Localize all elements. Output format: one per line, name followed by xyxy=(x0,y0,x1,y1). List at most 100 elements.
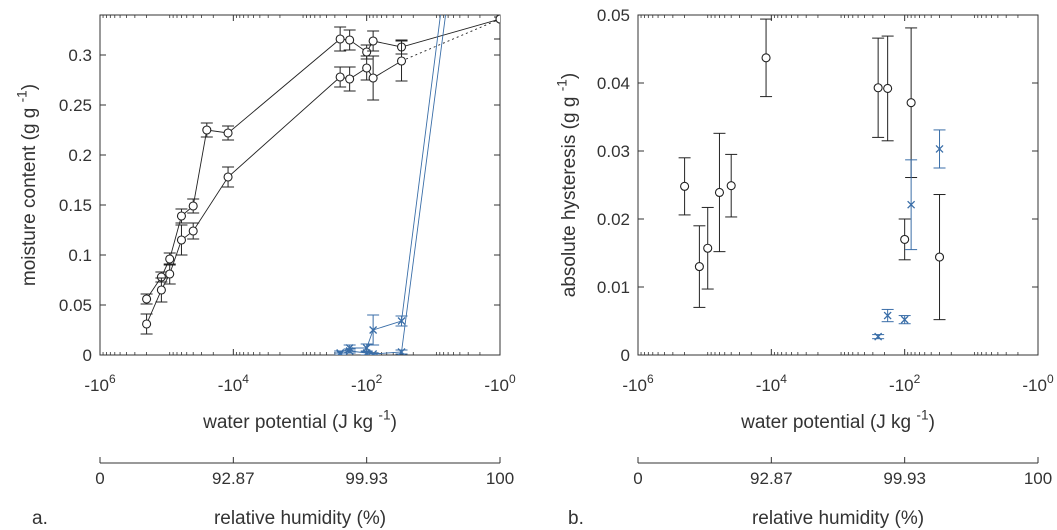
series-0 xyxy=(140,15,500,305)
data-point-circle xyxy=(906,98,916,108)
data-point-circle xyxy=(223,172,233,182)
data-point-circle xyxy=(883,83,893,93)
plot-area xyxy=(678,18,946,341)
data-point-cross xyxy=(397,348,406,355)
plot-frame xyxy=(99,14,501,356)
data-point-circle xyxy=(694,262,704,272)
series-line xyxy=(146,18,500,300)
data-point-circle xyxy=(726,181,736,191)
data-point-circle xyxy=(900,234,910,244)
data-point-cross xyxy=(907,200,916,209)
data-point-circle xyxy=(873,83,883,93)
data-point-circle xyxy=(165,254,175,264)
data-point-circle xyxy=(703,243,713,253)
panel-a: -106 -104 -102 -100 0 0.05 0.1 0.15 0.2 0.25 0.3 wa… xyxy=(14,14,516,529)
series-line xyxy=(339,15,447,355)
data-point-circle xyxy=(188,226,198,236)
data-point-circle xyxy=(345,74,355,84)
data-point-cross xyxy=(900,315,909,324)
rh-tick-label: 92.87 xyxy=(212,469,255,488)
plot-frame xyxy=(637,14,1039,356)
data-point-circle xyxy=(335,34,345,44)
data-point-circle xyxy=(368,36,378,46)
series-line xyxy=(146,60,402,325)
series-line xyxy=(339,15,441,354)
rh-axis-label: relative humidity (%) xyxy=(752,508,924,529)
x-tick-label: -106 xyxy=(622,372,654,395)
data-point-circle xyxy=(176,235,187,245)
y-tick-label: 0.05 xyxy=(597,6,630,25)
y-tick-label: 0 xyxy=(83,346,92,365)
x-tick-label: -100 xyxy=(484,372,516,395)
data-point-circle xyxy=(156,285,166,295)
data-point-circle xyxy=(142,294,152,304)
x-tick-label: -106 xyxy=(84,372,116,395)
data-point-cross xyxy=(362,349,371,355)
rh-tick-label: 99.93 xyxy=(883,469,926,488)
y-tick-label: 0.03 xyxy=(597,142,630,161)
data-point-circle xyxy=(202,125,212,135)
y-tick-label: 0.01 xyxy=(597,278,630,297)
x-axis-label: water potential (J kg -1) xyxy=(740,407,935,433)
y-tick-label: 0.04 xyxy=(597,74,630,93)
data-point-cross xyxy=(345,347,354,355)
x-tick-label: -104 xyxy=(756,372,788,395)
data-point-circle xyxy=(345,35,355,45)
y-tick-label: 0.05 xyxy=(59,296,92,315)
y-tick-label: 0.3 xyxy=(68,46,92,65)
data-point-circle xyxy=(362,63,372,73)
series-0 xyxy=(678,18,946,321)
x-tick-label: -102 xyxy=(351,372,383,395)
data-point-circle xyxy=(165,269,175,279)
y-axis-label: absolute hysteresis (g g -1) xyxy=(554,73,580,297)
series-1 xyxy=(872,129,946,341)
data-point-circle xyxy=(176,211,187,221)
y-tick-label: 0.25 xyxy=(59,96,92,115)
y-tick-label: 0 xyxy=(621,346,630,365)
data-point-circle xyxy=(362,47,372,57)
plot-area xyxy=(140,15,500,355)
data-point-circle xyxy=(495,15,500,24)
data-point-circle xyxy=(680,181,690,191)
data-point-circle xyxy=(368,73,378,83)
data-point-cross xyxy=(874,332,883,341)
data-point-circle xyxy=(335,72,345,82)
panel-label: a. xyxy=(32,508,48,529)
data-point-cross xyxy=(369,326,378,334)
y-tick-label: 0.15 xyxy=(59,196,92,215)
x-tick-label: -104 xyxy=(218,372,250,395)
rh-tick-label: 99.93 xyxy=(345,469,388,488)
rh-tick-label: 100 xyxy=(486,469,514,488)
data-point-circle xyxy=(223,128,233,138)
y-axis-label: moisture content (g g -1) xyxy=(14,84,40,286)
panel-b: -106 -104 -102 -100 0 0.01 0.02 0.03 0.04 0.05 wat… xyxy=(554,6,1053,529)
series-3 xyxy=(334,15,447,355)
x-tick-label: -102 xyxy=(889,372,921,395)
series-2 xyxy=(334,15,441,355)
data-point-circle xyxy=(188,201,198,211)
y-tick-label: 0.1 xyxy=(68,246,92,265)
data-point-cross xyxy=(397,317,406,325)
data-point-cross xyxy=(883,311,892,320)
data-point-circle xyxy=(142,319,152,329)
rh-tick-label: 0 xyxy=(633,469,642,488)
x-axis-label: water potential (J kg -1) xyxy=(202,407,397,433)
data-point-circle xyxy=(761,53,771,63)
y-tick-label: 0.2 xyxy=(68,146,92,165)
data-point-circle xyxy=(396,56,407,66)
data-point-circle xyxy=(934,252,945,262)
rh-tick-label: 92.87 xyxy=(750,469,793,488)
data-point-cross xyxy=(369,350,378,355)
data-point-cross xyxy=(336,350,345,355)
x-tick-label: -100 xyxy=(1022,372,1054,395)
panel-label: b. xyxy=(568,508,584,529)
data-point-circle xyxy=(714,187,725,198)
rh-tick-label: 0 xyxy=(95,469,104,488)
rh-axis-label: relative humidity (%) xyxy=(214,508,386,529)
y-tick-label: 0.02 xyxy=(597,210,630,229)
series-line-dotted xyxy=(401,18,500,62)
data-point-cross xyxy=(345,344,354,352)
data-point-cross xyxy=(935,145,944,153)
series-1 xyxy=(140,15,500,335)
